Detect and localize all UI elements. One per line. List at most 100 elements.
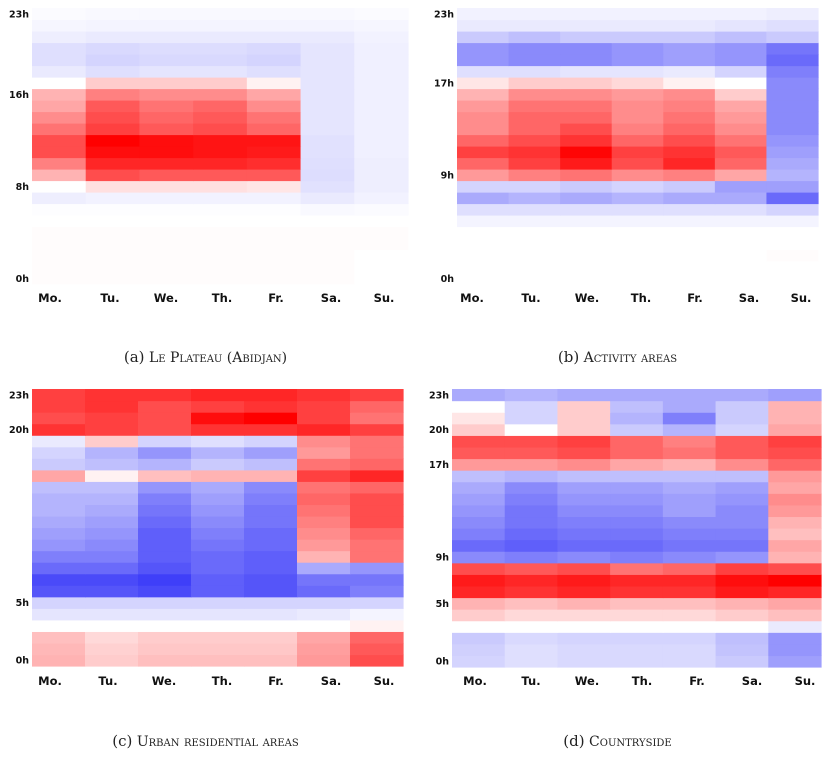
heatmap-cell	[244, 515, 298, 529]
heatmap-cell	[85, 423, 139, 436]
heatmap-cell	[354, 226, 409, 239]
heatmap-cell	[85, 8, 141, 21]
heatmap-cell	[715, 539, 769, 552]
heatmap-cell	[508, 226, 561, 239]
heatmap-cell	[32, 192, 87, 205]
heatmap-cell	[193, 261, 248, 274]
heatmap-cell	[138, 446, 192, 459]
heatmap-cell	[610, 655, 664, 668]
heatmap-cell	[139, 146, 194, 159]
heatmap-cell	[300, 249, 355, 262]
heatmap-cell	[354, 180, 409, 193]
heatmap-cell	[138, 458, 192, 471]
heatmap-cell	[714, 134, 768, 147]
y-tick-label: 17h	[434, 78, 454, 89]
heatmap-cell	[85, 550, 139, 563]
heatmap-cell	[715, 528, 769, 541]
heatmap-cell	[32, 389, 86, 402]
heatmap-cell	[452, 643, 506, 657]
heatmap-svg: 0h 5h 9h 17h 20h 23h Mo. Tu. We. Th. Fr. Sa. Su.	[429, 389, 822, 688]
heatmap-cell	[32, 481, 86, 494]
x-day-label: We.	[575, 291, 599, 305]
heatmap-cell	[246, 157, 302, 170]
heatmap-cell	[139, 19, 194, 32]
heatmap-cell	[354, 111, 409, 124]
heatmap-cell	[32, 249, 87, 262]
heatmap-cell	[504, 620, 559, 633]
heatmap-cell	[766, 42, 819, 55]
y-tick-label: 20h	[429, 425, 449, 436]
heatmap-cell	[452, 562, 506, 575]
heatmap-cell	[32, 469, 86, 482]
heatmap-cell	[300, 134, 355, 147]
y-tick-label: 23h	[9, 390, 29, 401]
heatmap-cell	[191, 539, 245, 552]
heatmap-cell	[32, 631, 86, 644]
heatmap-cell	[297, 527, 351, 540]
heatmap-cell	[139, 215, 194, 228]
heatmap-cell	[457, 77, 510, 90]
heatmap-cell	[714, 238, 768, 251]
heatmap-cell	[768, 458, 822, 471]
heatmap-cell	[85, 146, 141, 159]
heatmap-cell	[350, 481, 404, 494]
heatmap-cell	[714, 215, 768, 228]
heatmap-cell	[662, 516, 717, 529]
heatmap-cell	[138, 389, 192, 402]
heatmap-cell	[244, 527, 298, 540]
heatmap-cell	[714, 111, 768, 124]
heatmap-cell	[354, 19, 409, 32]
heatmap-cell	[350, 469, 404, 482]
heatmap-cell	[662, 435, 717, 448]
heatmap-cell	[611, 146, 664, 159]
heatmap-cell	[610, 539, 664, 552]
heatmap-cell	[32, 261, 87, 274]
heatmap-cell	[138, 400, 192, 413]
heatmap-cell	[300, 215, 355, 228]
heatmap-cell	[663, 65, 716, 78]
heatmap-cell	[560, 192, 613, 205]
heatmap-cell	[246, 272, 302, 285]
heatmap-cell	[663, 8, 716, 21]
heatmap-cell	[350, 446, 404, 459]
heatmap-cell	[611, 169, 664, 182]
heatmap-cell	[193, 238, 248, 251]
heatmap-cell	[191, 562, 245, 575]
heatmap-cell	[508, 111, 561, 124]
heatmap-cell	[557, 643, 611, 657]
heatmap-cell	[139, 100, 194, 113]
heatmap-cell	[85, 527, 139, 540]
heatmap-cell	[768, 481, 822, 494]
heatmap-cell	[350, 400, 404, 413]
heatmap-cell	[508, 272, 561, 285]
heatmap-cell	[139, 226, 194, 239]
heatmap-cell	[452, 400, 506, 413]
heatmap-cell	[244, 562, 298, 575]
heatmap-cell	[557, 412, 611, 425]
heatmap-cell	[32, 435, 86, 448]
heatmap-cell	[350, 573, 404, 586]
heatmap-cell	[452, 412, 506, 425]
heatmap-cell	[85, 215, 141, 228]
heatmap-cell	[139, 111, 194, 124]
x-day-label: Sa.	[742, 674, 762, 688]
heatmap-cell	[138, 654, 192, 667]
heatmap-cell	[663, 215, 716, 228]
heatmap-cell	[611, 157, 664, 170]
heatmap-cell	[508, 54, 561, 67]
heatmap-cell	[244, 481, 298, 494]
heatmap-cell	[714, 42, 768, 55]
heatmap-cell	[663, 134, 716, 147]
heatmap-cell	[138, 435, 192, 448]
heatmap-cell	[610, 516, 664, 529]
heatmap-cell	[457, 65, 510, 78]
heatmap-cell	[138, 550, 192, 563]
heatmap-cell	[85, 123, 141, 136]
heatmap-cell	[138, 469, 192, 482]
heatmap-cell	[32, 585, 86, 598]
heatmap-cell	[191, 515, 245, 529]
heatmap-cell	[457, 180, 510, 193]
caption-d: (d) Countryside	[563, 732, 672, 750]
heatmap-cell	[191, 585, 245, 598]
caption-a: (a) Le Plateau (Abidjan)	[123, 348, 288, 366]
